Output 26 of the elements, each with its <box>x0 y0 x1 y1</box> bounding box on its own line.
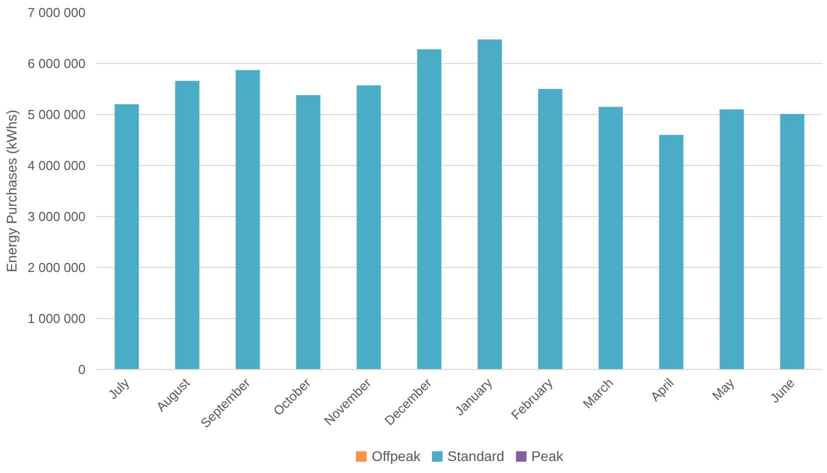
bar <box>236 70 260 370</box>
bar <box>780 114 804 370</box>
legend-label: Offpeak <box>372 448 421 464</box>
bar <box>175 80 200 370</box>
bar <box>478 40 502 370</box>
bar <box>356 85 381 370</box>
y-tick-label: 4 000 000 <box>28 158 86 173</box>
y-tick-label: 6 000 000 <box>28 56 86 71</box>
bar <box>296 95 320 370</box>
y-tick-label: 1 000 000 <box>28 311 86 326</box>
bar <box>417 49 442 370</box>
bar <box>598 106 623 370</box>
y-axis-title: Energy Purchases (kWhs) <box>4 110 20 272</box>
bar <box>720 109 744 370</box>
bar <box>659 134 684 370</box>
x-tick-label: May <box>709 374 738 404</box>
y-tick-label: 7 000 000 <box>28 5 86 20</box>
bar <box>114 104 139 370</box>
legend-label: Peak <box>531 448 564 464</box>
y-tick-label: 0 <box>78 362 86 377</box>
y-tick-label: 2 000 000 <box>28 260 86 275</box>
legend-label: Standard <box>448 448 504 464</box>
y-tick-label: 3 000 000 <box>28 209 86 224</box>
bar <box>538 89 562 370</box>
y-tick-label: 5 000 000 <box>28 107 86 122</box>
x-tick-label: July <box>105 374 132 402</box>
